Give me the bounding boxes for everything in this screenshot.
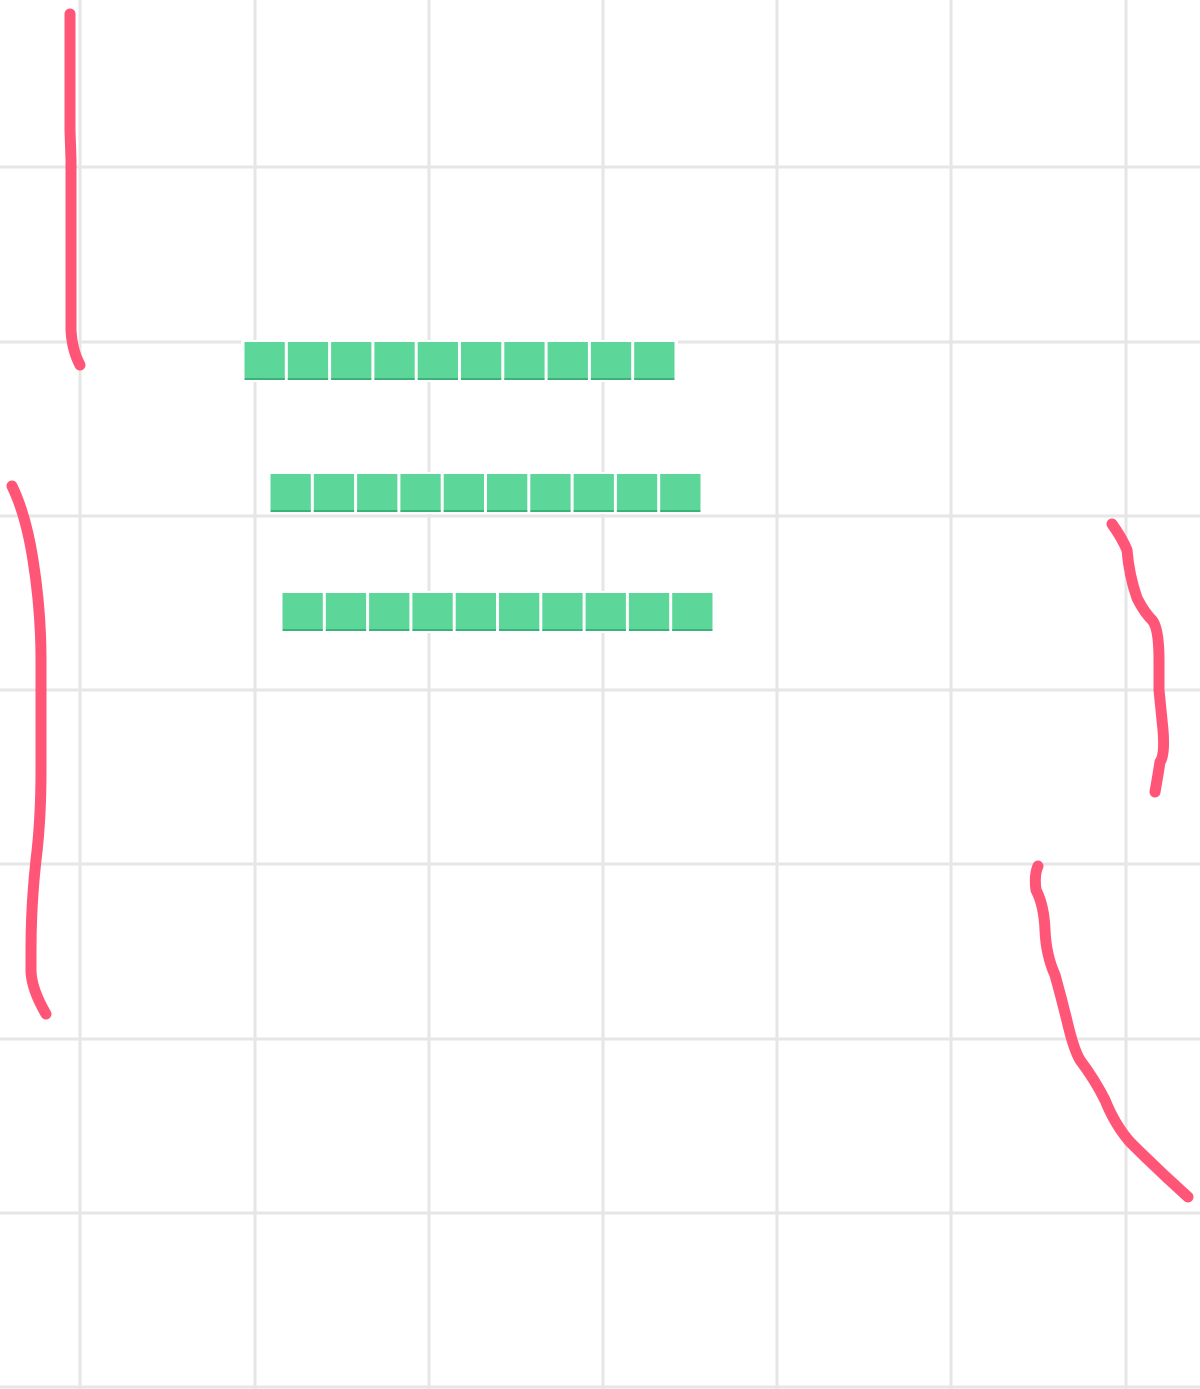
block-cell-edge: [455, 629, 496, 631]
block-cell-edge: [331, 378, 372, 380]
block-cell[interactable]: [331, 342, 372, 380]
top-left-vertical-stroke[interactable]: [64, 8, 86, 371]
block-cell-edge: [369, 629, 410, 631]
block-cell[interactable]: [374, 342, 415, 380]
block-rows: [241, 340, 716, 633]
block-cell-edge: [400, 510, 441, 512]
block-cell[interactable]: [282, 593, 323, 631]
freehand-strokes: [6, 8, 1194, 1203]
bottom-right-curved-stroke[interactable]: [1029, 860, 1194, 1203]
left-long-curved-stroke[interactable]: [6, 480, 52, 1020]
block-cell-edge: [672, 629, 713, 631]
block-row: [267, 472, 704, 514]
block-cell-edge: [443, 510, 484, 512]
right-wavy-stroke[interactable]: [1106, 518, 1170, 798]
block-cell-edge: [487, 510, 528, 512]
block-cell-edge: [616, 510, 658, 512]
block-cell[interactable]: [412, 593, 453, 631]
block-cell[interactable]: [590, 342, 632, 380]
block-cell[interactable]: [499, 593, 540, 631]
block-cell-edge: [573, 510, 614, 512]
block-cell[interactable]: [585, 593, 626, 631]
block-cell-edge: [547, 378, 588, 380]
block-row: [279, 591, 716, 633]
block-cell[interactable]: [325, 593, 367, 631]
block-cell[interactable]: [542, 593, 583, 631]
block-cell[interactable]: [313, 474, 355, 512]
block-cell[interactable]: [672, 593, 713, 631]
block-cell-edge: [244, 378, 285, 380]
block-cell-edge: [585, 629, 626, 631]
block-cell[interactable]: [547, 342, 588, 380]
block-cell[interactable]: [634, 342, 675, 380]
block-cell-edge: [325, 629, 367, 631]
block-cell[interactable]: [369, 593, 410, 631]
block-cell[interactable]: [455, 593, 496, 631]
block-cell-edge: [530, 510, 571, 512]
block-row: [241, 340, 678, 382]
block-cell[interactable]: [287, 342, 329, 380]
block-cell-edge: [628, 629, 670, 631]
block-cell[interactable]: [357, 474, 398, 512]
block-cell-edge: [499, 629, 540, 631]
block-cell-edge: [412, 629, 453, 631]
block-cell-edge: [357, 510, 398, 512]
block-cell-edge: [504, 378, 545, 380]
block-cell-edge: [374, 378, 415, 380]
block-cell[interactable]: [270, 474, 311, 512]
block-cell[interactable]: [417, 342, 458, 380]
block-cell[interactable]: [487, 474, 528, 512]
block-cell-edge: [313, 510, 355, 512]
block-cell[interactable]: [530, 474, 571, 512]
block-cell[interactable]: [443, 474, 484, 512]
block-cell[interactable]: [660, 474, 701, 512]
block-cell-edge: [542, 629, 583, 631]
block-cell[interactable]: [461, 342, 502, 380]
block-cell[interactable]: [400, 474, 441, 512]
block-cell-edge: [270, 510, 311, 512]
block-cell-edge: [590, 378, 632, 380]
block-cell-edge: [660, 510, 701, 512]
block-cell[interactable]: [244, 342, 285, 380]
block-cell[interactable]: [628, 593, 670, 631]
block-cell-edge: [634, 378, 675, 380]
block-cell[interactable]: [616, 474, 658, 512]
block-cell[interactable]: [504, 342, 545, 380]
block-cell-edge: [417, 378, 458, 380]
block-cell[interactable]: [573, 474, 614, 512]
block-cell-edge: [461, 378, 502, 380]
block-cell-edge: [282, 629, 323, 631]
block-cell-edge: [287, 378, 329, 380]
